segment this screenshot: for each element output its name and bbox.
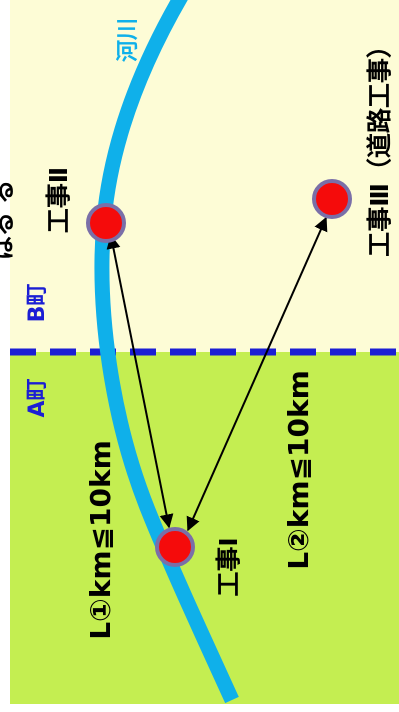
distance-arrow-2: [186, 216, 328, 532]
town-b-label: B町: [25, 284, 50, 323]
construction-2-label: 工事Ⅱ: [44, 167, 73, 233]
construction-site-2-marker: [86, 203, 126, 243]
river-label: 河川: [116, 18, 141, 62]
construction-1-label: 工事Ⅰ: [214, 537, 243, 596]
construction-3-label: 工事Ⅲ（道路工事）: [365, 33, 394, 257]
construction-site-1-marker: [155, 527, 195, 567]
construction-site-3-marker: [312, 179, 352, 219]
cut-off-left-text: はる る: [0, 180, 17, 260]
distance-arrow-1: [106, 234, 174, 529]
distance-2-label: L②km≦10km: [282, 370, 315, 570]
distance-1-label: L①km≦10km: [84, 440, 117, 640]
town-a-label: A町: [25, 378, 50, 417]
